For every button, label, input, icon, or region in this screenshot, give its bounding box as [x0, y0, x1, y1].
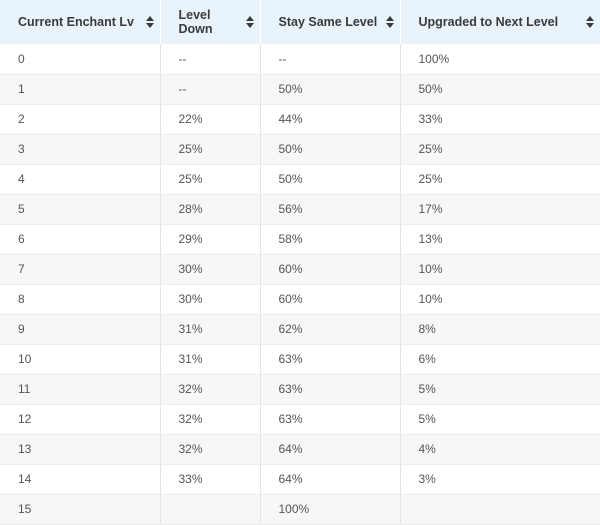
cell-stay-same-level: 50%: [259, 74, 400, 105]
cell-current-enchant-lv: 9: [0, 314, 160, 345]
column-header-label-line: Level: [178, 8, 211, 22]
cell-level-down: 33%: [159, 464, 260, 495]
cell-upgraded-to-next-level: 8%: [399, 314, 600, 345]
cell-upgraded-to-next-level: [399, 494, 600, 525]
cell-upgraded-to-next-level: 33%: [399, 104, 600, 135]
cell-stay-same-level: 56%: [259, 194, 400, 225]
table-row: 15 100%: [0, 494, 600, 525]
cell-stay-same-level: 50%: [259, 164, 400, 195]
cell-current-enchant-lv: 13: [0, 434, 160, 465]
cell-current-enchant-lv: 4: [0, 164, 160, 195]
cell-stay-same-level: 63%: [259, 404, 400, 435]
cell-upgraded-to-next-level: 10%: [399, 254, 600, 285]
table-row: 7 30% 60% 10%: [0, 254, 600, 285]
cell-level-down: --: [159, 74, 260, 105]
cell-upgraded-to-next-level: 3%: [399, 464, 600, 495]
column-header-label: Level Down: [179, 8, 235, 36]
cell-level-down: 25%: [159, 134, 260, 165]
sort-updown-icon[interactable]: [145, 16, 154, 28]
table-row: 8 30% 60% 10%: [0, 284, 600, 315]
column-header-label: Upgraded to Next Level: [418, 15, 559, 29]
table-row: 5 28% 56% 17%: [0, 194, 600, 225]
cell-stay-same-level: 60%: [259, 254, 400, 285]
cell-current-enchant-lv: 2: [0, 104, 160, 135]
cell-level-down: 32%: [159, 374, 260, 405]
cell-upgraded-to-next-level: 5%: [399, 374, 600, 405]
table-row: 13 32% 64% 4%: [0, 434, 600, 465]
sort-updown-icon[interactable]: [585, 16, 594, 28]
cell-level-down: --: [159, 44, 260, 75]
column-header-label-line: Down: [178, 22, 213, 36]
cell-current-enchant-lv: 3: [0, 134, 160, 165]
cell-level-down: 32%: [159, 404, 260, 435]
table-row: 3 25% 50% 25%: [0, 134, 600, 165]
cell-level-down: 32%: [159, 434, 260, 465]
cell-current-enchant-lv: 6: [0, 224, 160, 255]
cell-level-down: 30%: [159, 254, 260, 285]
cell-level-down: 29%: [159, 224, 260, 255]
cell-upgraded-to-next-level: 25%: [399, 164, 600, 195]
column-header-label: Stay Same Level: [278, 15, 378, 29]
cell-level-down: 25%: [159, 164, 260, 195]
column-header-level-down[interactable]: Level Down: [159, 0, 261, 44]
cell-upgraded-to-next-level: 25%: [399, 134, 600, 165]
cell-stay-same-level: 63%: [259, 344, 400, 375]
sort-updown-icon[interactable]: [245, 16, 254, 28]
header-row: Current Enchant Lv Level Down Stay Same L…: [0, 0, 600, 44]
cell-level-down: [159, 494, 260, 525]
cell-level-down: 22%: [159, 104, 260, 135]
cell-stay-same-level: 64%: [259, 464, 400, 495]
table-row: 10 31% 63% 6%: [0, 344, 600, 375]
cell-upgraded-to-next-level: 50%: [399, 74, 600, 105]
cell-stay-same-level: 58%: [259, 224, 400, 255]
column-header-label: Current Enchant Lv: [18, 15, 134, 29]
cell-stay-same-level: 100%: [259, 494, 400, 525]
cell-current-enchant-lv: 1: [0, 74, 160, 105]
column-header-current-enchant-lv[interactable]: Current Enchant Lv: [0, 0, 161, 44]
cell-level-down: 31%: [159, 344, 260, 375]
cell-current-enchant-lv: 7: [0, 254, 160, 285]
cell-upgraded-to-next-level: 17%: [399, 194, 600, 225]
cell-upgraded-to-next-level: 13%: [399, 224, 600, 255]
cell-upgraded-to-next-level: 5%: [399, 404, 600, 435]
cell-upgraded-to-next-level: 10%: [399, 284, 600, 315]
cell-current-enchant-lv: 14: [0, 464, 160, 495]
cell-stay-same-level: 44%: [259, 104, 400, 135]
cell-current-enchant-lv: 8: [0, 284, 160, 315]
cell-upgraded-to-next-level: 4%: [399, 434, 600, 465]
cell-level-down: 28%: [159, 194, 260, 225]
table-row: 6 29% 58% 13%: [0, 224, 600, 255]
cell-stay-same-level: 50%: [259, 134, 400, 165]
table-row: 4 25% 50% 25%: [0, 164, 600, 195]
cell-stay-same-level: 62%: [259, 314, 400, 345]
cell-level-down: 30%: [159, 284, 260, 315]
cell-current-enchant-lv: 0: [0, 44, 160, 75]
column-header-stay-same-level[interactable]: Stay Same Level: [259, 0, 401, 44]
column-header-upgraded-to-next-level[interactable]: Upgraded to Next Level: [399, 0, 600, 44]
cell-upgraded-to-next-level: 100%: [399, 44, 600, 75]
cell-current-enchant-lv: 5: [0, 194, 160, 225]
cell-level-down: 31%: [159, 314, 260, 345]
table-row: 12 32% 63% 5%: [0, 404, 600, 435]
table-row: 11 32% 63% 5%: [0, 374, 600, 405]
table-row: 14 33% 64% 3%: [0, 464, 600, 495]
table-row: 0 -- -- 100%: [0, 44, 600, 75]
cell-stay-same-level: --: [259, 44, 400, 75]
cell-stay-same-level: 63%: [259, 374, 400, 405]
cell-stay-same-level: 60%: [259, 284, 400, 315]
table-row: 1 -- 50% 50%: [0, 74, 600, 105]
cell-current-enchant-lv: 15: [0, 494, 160, 525]
table-row: 2 22% 44% 33%: [0, 104, 600, 135]
cell-stay-same-level: 64%: [259, 434, 400, 465]
cell-current-enchant-lv: 10: [0, 344, 160, 375]
table-header: Current Enchant Lv Level Down Stay Same L…: [0, 0, 600, 44]
cell-upgraded-to-next-level: 6%: [399, 344, 600, 375]
cell-current-enchant-lv: 12: [0, 404, 160, 435]
table-body: 0 -- -- 100% 1 -- 50% 50% 2 22% 44% 33% 3 25% 50% 25% 4 2…: [0, 44, 600, 525]
cell-current-enchant-lv: 11: [0, 374, 160, 405]
sort-updown-icon[interactable]: [385, 16, 394, 28]
table-row: 9 31% 62% 8%: [0, 314, 600, 345]
